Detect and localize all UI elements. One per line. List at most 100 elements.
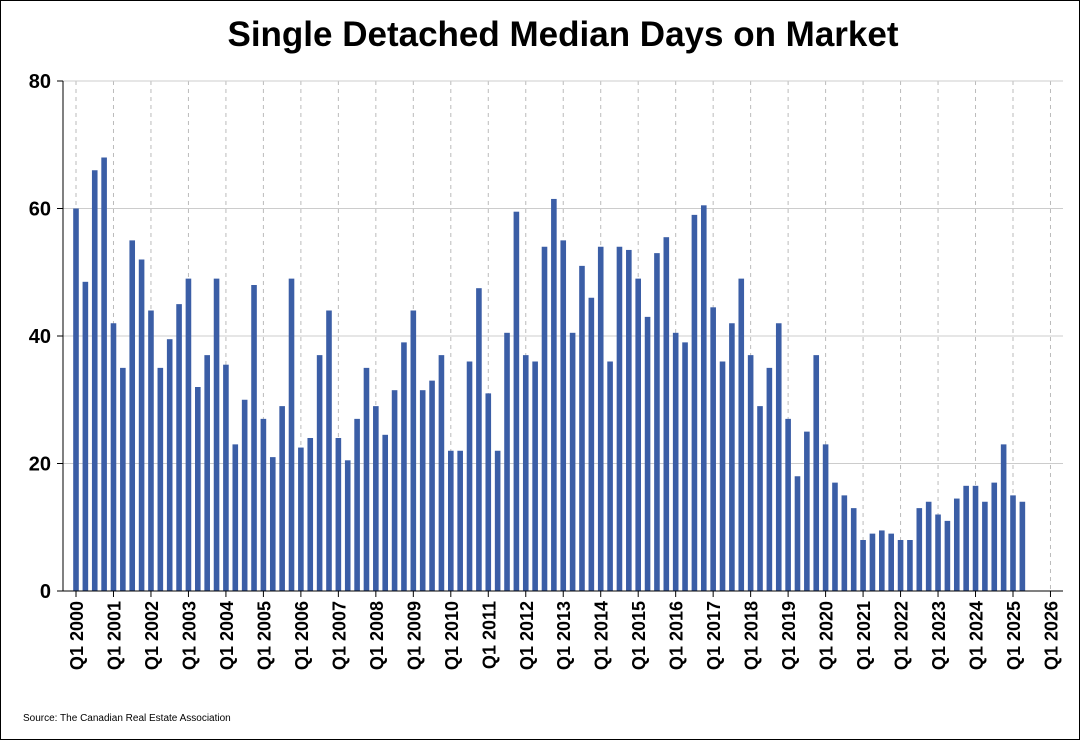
x-tick-label: Q1 2014 [592,601,612,670]
bar [260,418,267,591]
x-tick-label: Q1 2022 [892,601,912,670]
y-tick-label: 0 [40,581,51,603]
bar [635,278,641,591]
bar [616,246,623,591]
bar [166,339,173,591]
bar [335,438,342,591]
bar [401,342,407,591]
x-tick-label: Q1 2010 [442,601,462,670]
bar [560,240,567,591]
bar [682,342,688,591]
x-tick-label: Q1 2023 [929,601,949,670]
x-tick-label: Q1 2016 [667,601,687,670]
bar [813,355,820,591]
bar [129,240,136,591]
bar [569,332,576,591]
bar [850,508,857,591]
bar [907,540,913,591]
bar [522,355,529,591]
x-tick-label: Q1 2012 [517,601,537,670]
bar [879,530,885,591]
bar [832,482,838,591]
bar [457,450,463,591]
bar [82,281,89,591]
x-tick-label: Q1 2017 [704,601,724,670]
y-axis-ticks: 0 20 40 60 80 [29,71,63,603]
bar [860,540,866,591]
bar [101,157,107,591]
bar [532,361,538,591]
bar [391,390,398,591]
bar [466,361,473,591]
bar [935,514,941,591]
bar [138,259,145,591]
bar [944,520,951,591]
bar [157,367,164,591]
bar [344,460,351,591]
bar [73,208,79,591]
x-tick-label: Q1 2021 [854,601,874,670]
bar [794,476,801,591]
y-tick-label: 80 [29,71,51,93]
bar [757,406,763,591]
bar [888,533,894,591]
bar [298,447,304,591]
x-tick-label: Q1 2020 [817,601,837,670]
bar [953,498,960,591]
bar [822,444,829,591]
bar [747,355,754,591]
bar [91,170,98,591]
bar [185,278,192,591]
bar [738,278,745,591]
bar [176,304,182,591]
bar [700,205,707,591]
bar [841,495,848,591]
bar-series [73,157,1026,591]
bar [1000,444,1007,591]
chart-title: Single Detached Median Days on Market [227,15,899,54]
x-tick-label: Q1 2015 [629,601,649,670]
bar [972,485,979,591]
bar [804,431,810,591]
x-tick-label: Q1 2005 [254,601,274,670]
bar [991,482,998,591]
bar [513,211,520,591]
bar [588,297,595,591]
bar [288,278,295,591]
bar [232,444,239,591]
x-tick-label: Q1 2000 [67,601,87,670]
bar [429,380,435,591]
bar [607,361,613,591]
bar [410,310,417,591]
x-tick-label: Q1 2001 [104,601,124,670]
y-tick-label: 60 [29,199,51,221]
bar [148,310,154,591]
bar [373,406,379,591]
bar [672,332,679,591]
bar [541,246,548,591]
bar [663,237,670,591]
bar [691,214,698,591]
bar [626,249,632,591]
bar [120,367,126,591]
y-tick-label: 40 [29,326,51,348]
bar [251,285,257,591]
bar [438,355,445,591]
bar [241,399,248,591]
bar [1019,501,1026,591]
x-tick-label: Q1 2018 [742,601,762,670]
bar [213,278,220,591]
bar [419,390,426,591]
bar [719,361,726,591]
x-tick-label: Q1 2002 [142,601,162,670]
x-tick-label: Q1 2024 [967,601,987,670]
bar [766,367,773,591]
bar [494,450,501,591]
bar [269,457,276,591]
bar [710,307,716,591]
bar [597,246,604,591]
bar [963,485,969,591]
bar [775,323,782,591]
bar [729,323,735,591]
